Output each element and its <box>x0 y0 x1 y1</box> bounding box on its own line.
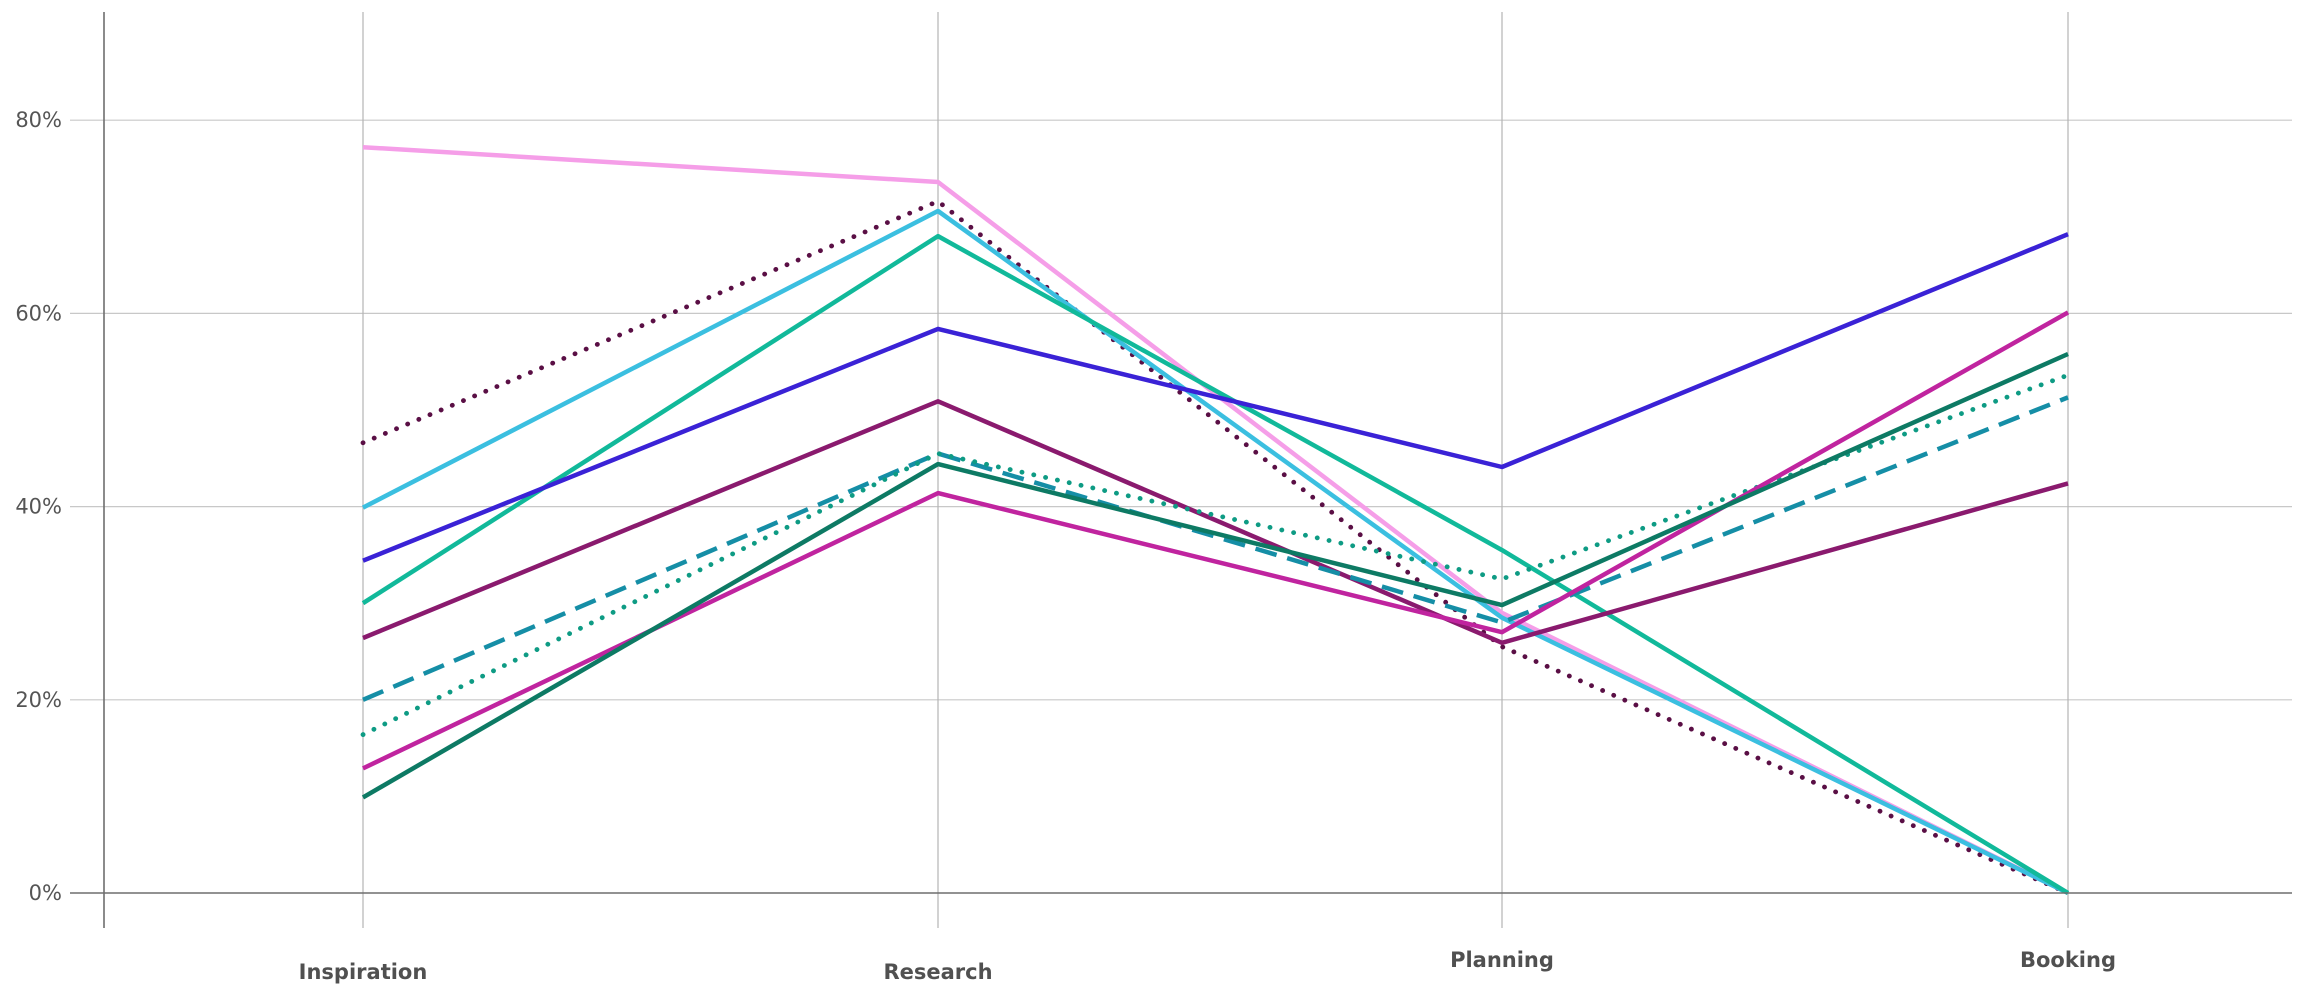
y-tick-label: 40% <box>15 495 62 519</box>
series-line-2 <box>360 198 2071 896</box>
series-line-10 <box>361 351 2069 800</box>
y-tick-label: 80% <box>15 108 62 132</box>
label-layer: 0% 20% 40% 60% 80% Inspiration Research Plannin… <box>15 108 2116 984</box>
series-line-6 <box>362 399 2069 646</box>
grid-layer <box>70 12 2292 928</box>
series-layer <box>360 144 2071 896</box>
x-tick-label: Research <box>883 960 992 984</box>
axis-layer <box>70 12 2292 928</box>
series-line-4 <box>361 233 2070 895</box>
series-line-5 <box>362 232 2069 563</box>
x-tick-label: Inspiration <box>299 960 428 984</box>
x-tick-label: Planning <box>1450 948 1554 972</box>
series-line-7 <box>362 395 2069 702</box>
series-line-3 <box>361 208 2069 896</box>
y-tick-label: 0% <box>29 881 62 905</box>
y-tick-label: 20% <box>15 688 62 712</box>
y-tick-label: 60% <box>15 301 62 325</box>
x-tick-label: Booking <box>2020 948 2116 972</box>
